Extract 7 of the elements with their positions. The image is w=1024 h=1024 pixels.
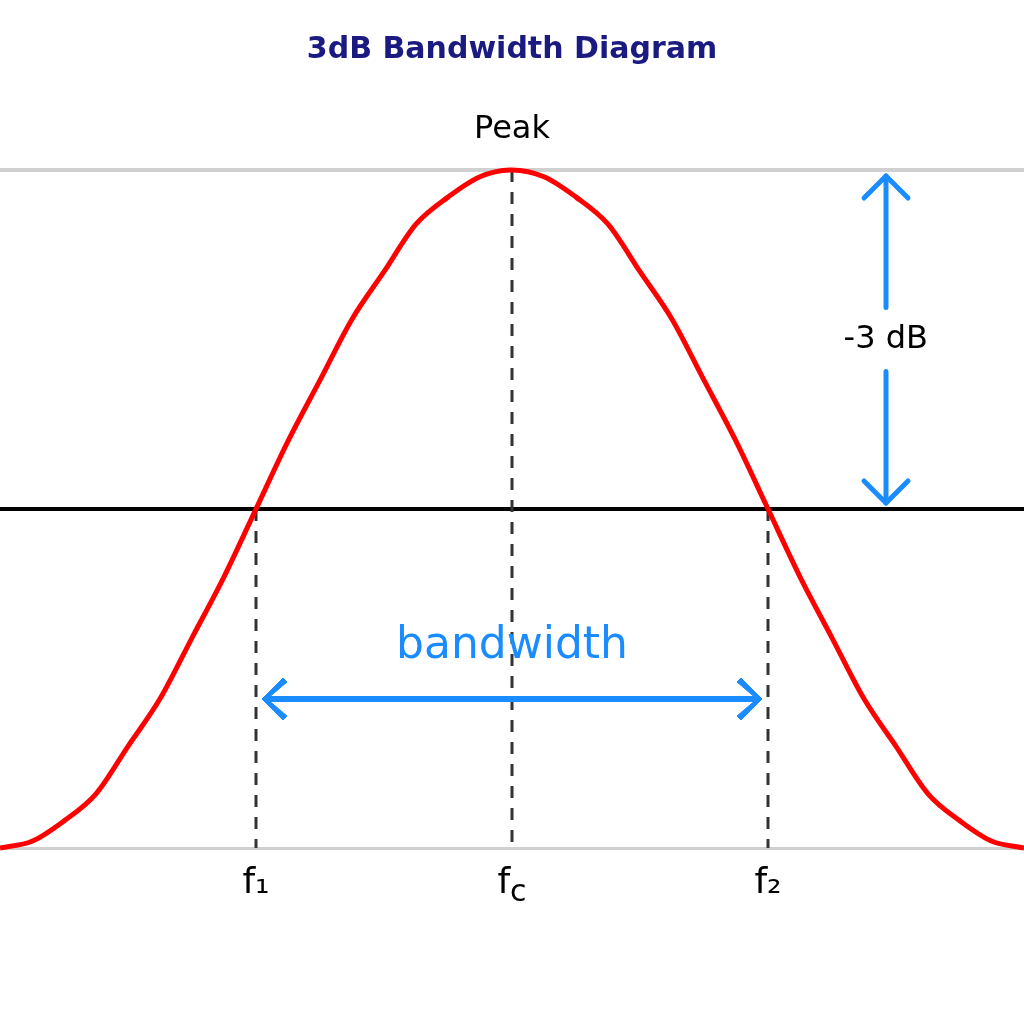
- x-tick-label: f₂: [753, 860, 783, 901]
- annotation: Peak: [473, 108, 551, 146]
- annotation: bandwidth: [395, 616, 629, 668]
- x-tick-label: f$_{c}$: [496, 860, 528, 909]
- chart-title: 3dB Bandwidth Diagram: [305, 30, 719, 65]
- annotation: -3 dB: [842, 317, 929, 356]
- x-tick-label: f₁: [241, 860, 271, 901]
